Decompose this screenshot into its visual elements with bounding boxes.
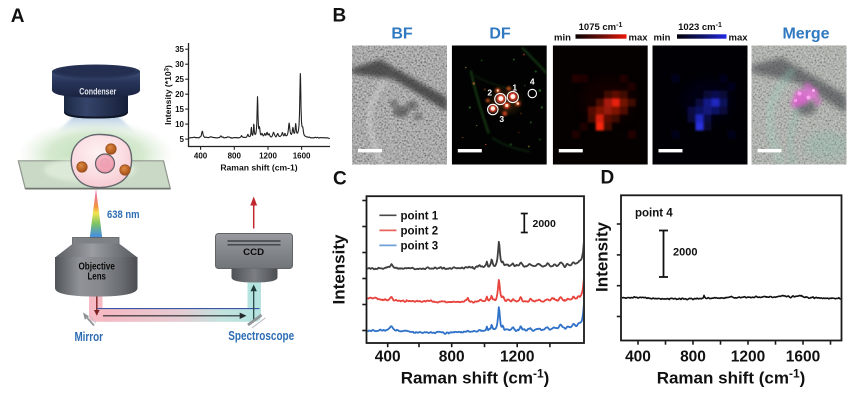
svg-text:1075 cm-1: 1075 cm-1 bbox=[579, 22, 623, 33]
svg-text:638 nm: 638 nm bbox=[107, 209, 140, 221]
svg-text:Mirror: Mirror bbox=[74, 330, 103, 344]
svg-text:1600: 1600 bbox=[786, 349, 820, 366]
svg-text:3: 3 bbox=[499, 114, 504, 124]
svg-text:1200: 1200 bbox=[731, 349, 765, 366]
svg-text:D: D bbox=[601, 167, 615, 188]
svg-text:Merge: Merge bbox=[782, 26, 829, 43]
svg-text:CCD: CCD bbox=[243, 247, 264, 257]
svg-text:1200: 1200 bbox=[259, 152, 277, 161]
svg-text:Intensity: Intensity bbox=[593, 222, 612, 292]
svg-text:5: 5 bbox=[180, 135, 185, 144]
svg-text:min: min bbox=[554, 33, 571, 44]
svg-text:BF: BF bbox=[391, 26, 413, 43]
svg-text:1023 cm-1: 1023 cm-1 bbox=[678, 22, 722, 33]
svg-text:15: 15 bbox=[175, 105, 184, 114]
svg-text:min: min bbox=[654, 33, 671, 44]
svg-text:35: 35 bbox=[175, 45, 184, 54]
svg-text:1200: 1200 bbox=[500, 349, 534, 366]
svg-text:400: 400 bbox=[194, 152, 208, 161]
svg-text:Objective: Objective bbox=[78, 262, 115, 273]
svg-text:10: 10 bbox=[175, 120, 184, 129]
svg-text:2000: 2000 bbox=[673, 247, 697, 259]
svg-text:800: 800 bbox=[680, 349, 706, 366]
svg-text:Lens: Lens bbox=[87, 271, 106, 282]
svg-text:A: A bbox=[11, 6, 25, 27]
svg-text:point 1: point 1 bbox=[401, 211, 439, 223]
svg-text:2: 2 bbox=[487, 88, 492, 98]
svg-text:1: 1 bbox=[512, 83, 517, 93]
svg-text:Raman shift (cm-1): Raman shift (cm-1) bbox=[401, 367, 550, 388]
svg-text:Raman shift (cm-1): Raman shift (cm-1) bbox=[220, 163, 297, 173]
svg-text:B: B bbox=[333, 6, 347, 27]
svg-text:point 2: point 2 bbox=[401, 226, 439, 238]
svg-text:Intensity (*103): Intensity (*103) bbox=[163, 65, 173, 125]
svg-text:800: 800 bbox=[439, 349, 465, 366]
svg-text:Condenser: Condenser bbox=[79, 86, 116, 96]
svg-text:30: 30 bbox=[175, 60, 184, 69]
svg-text:4: 4 bbox=[530, 77, 535, 87]
svg-text:800: 800 bbox=[228, 152, 242, 161]
svg-text:max: max bbox=[629, 33, 649, 44]
svg-text:400: 400 bbox=[625, 349, 651, 366]
svg-text:25: 25 bbox=[175, 75, 184, 84]
svg-text:20: 20 bbox=[175, 90, 184, 99]
svg-text:Intensity: Intensity bbox=[330, 234, 349, 304]
svg-text:1600: 1600 bbox=[293, 152, 311, 161]
svg-text:Spectroscope: Spectroscope bbox=[228, 328, 294, 343]
svg-text:point 4: point 4 bbox=[635, 208, 673, 220]
svg-text:point 3: point 3 bbox=[401, 241, 439, 253]
svg-text:400: 400 bbox=[375, 349, 401, 366]
svg-text:2000: 2000 bbox=[533, 218, 557, 230]
svg-text:max: max bbox=[729, 33, 749, 44]
svg-text:Raman shift (cm-1): Raman shift (cm-1) bbox=[657, 367, 806, 388]
svg-text:C: C bbox=[333, 169, 347, 190]
svg-text:DF: DF bbox=[489, 26, 511, 43]
